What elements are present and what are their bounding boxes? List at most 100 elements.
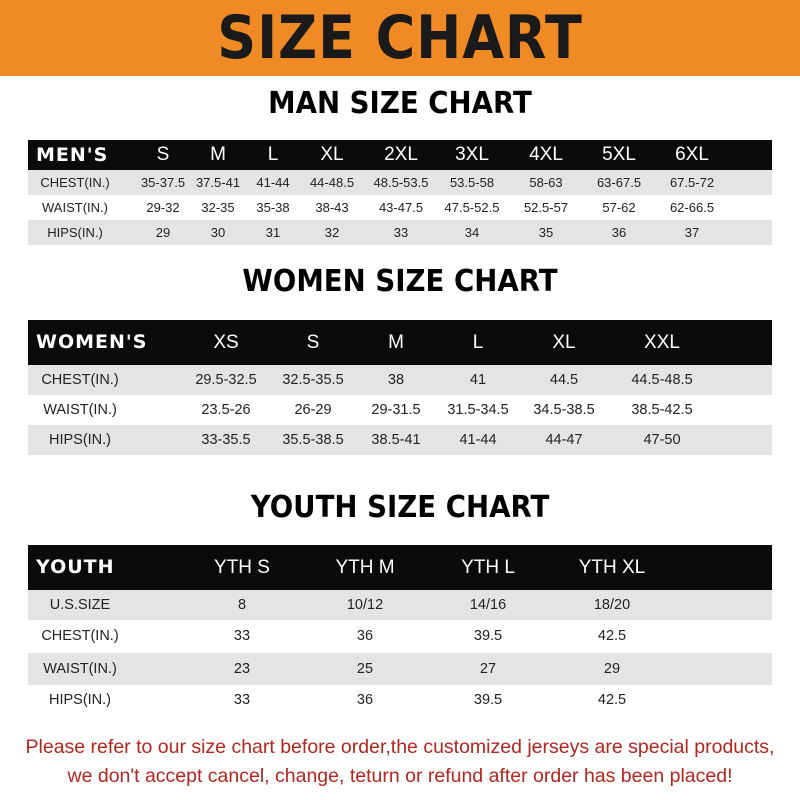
table-cell: 33-35.5 (201, 432, 251, 448)
row-label: HIPS(IN.) (48, 692, 112, 708)
table-cell: 41 (469, 372, 487, 388)
table-cell: 35-38 (256, 200, 290, 215)
youth-section-title: YOUTH SIZE CHART (250, 490, 550, 525)
row-label: HIPS(IN.) (48, 432, 112, 448)
table-cell: 44-47 (545, 432, 583, 448)
size-header-cell: 2XL (384, 144, 418, 165)
table-cell: 30 (210, 225, 226, 240)
table-cell: 25 (356, 661, 374, 677)
table-cell: 38-43 (315, 200, 349, 215)
row-label: WAIST(IN.) (43, 402, 117, 418)
table-cell: 39.5 (473, 628, 503, 644)
table-row: WAIST(IN.) 23.5-26 26-29 29-31.5 31.5-34.5 34… (28, 395, 772, 425)
table-cell: 36 (356, 628, 374, 644)
size-header-cell: XL (552, 332, 576, 353)
table-cell: 44.5 (549, 372, 579, 388)
size-header-cell: XXL (644, 332, 680, 353)
men-section-title: MAN SIZE CHART (268, 86, 532, 121)
table-cell: 57-62 (602, 200, 636, 215)
table-row: CHEST(IN.) 29.5-32.5 32.5-35.5 38 41 44.5 44.5… (28, 365, 772, 395)
size-header-cell: YTH S (214, 557, 270, 578)
table-cell: 67.5-72 (669, 175, 715, 190)
table-cell: 35-37.5 (140, 175, 186, 190)
table-cell: 29 (155, 225, 171, 240)
size-header-cell: M (388, 332, 404, 353)
table-cell: 52.5-57 (523, 200, 569, 215)
banner: SIZE CHART (0, 0, 800, 76)
table-title-cell: YOUTH (36, 556, 115, 578)
table-cell: 29-31.5 (371, 402, 421, 418)
table-cell: 63-67.5 (596, 175, 642, 190)
table-cell: 38 (387, 372, 405, 388)
table-row: HIPS(IN.) 33-35.5 35.5-38.5 38.5-41 41-44 44-… (28, 425, 772, 455)
size-header-cell: S (156, 144, 170, 165)
banner-title: SIZE CHART (217, 3, 583, 73)
row-label: WAIST(IN.) (43, 661, 117, 677)
women-size-table: WOMEN'S XS S M L XL XXL CHEST(IN.) 29.5-32.5 32.5… (28, 320, 772, 455)
table-cell: 37 (684, 225, 700, 240)
table-header-row: MEN'S S M L XL 2XL 3XL 4XL 5XL 6XL (28, 140, 772, 170)
table-row: HIPS(IN.) 29 30 31 32 33 34 35 36 37 (28, 220, 772, 245)
table-row: U.S.SIZE 8 10/12 14/16 18/20 (28, 590, 772, 620)
table-cell: 32.5-35.5 (282, 372, 344, 388)
table-cell: 8 (237, 597, 247, 613)
table-cell: 29 (603, 661, 621, 677)
table-cell: 42.5 (597, 628, 627, 644)
table-cell: 41-44 (459, 432, 497, 448)
size-header-cell: 4XL (529, 144, 563, 165)
table-cell: 53.5-58 (449, 175, 495, 190)
table-cell: 42.5 (597, 692, 627, 708)
table-cell: 38.5-42.5 (631, 402, 693, 418)
row-label: HIPS(IN.) (47, 225, 103, 240)
table-header-row: YOUTH YTH S YTH M YTH L YTH XL (28, 545, 772, 590)
table-cell: 47-50 (643, 432, 681, 448)
table-cell: 34 (464, 225, 480, 240)
table-cell: 44.5-48.5 (631, 372, 693, 388)
size-header-cell: YTH M (335, 557, 395, 578)
table-cell: 32 (324, 225, 340, 240)
table-row: CHEST(IN.) 33 36 39.5 42.5 (28, 620, 772, 653)
table-cell: 58-63 (529, 175, 563, 190)
men-size-table: MEN'S S M L XL 2XL 3XL 4XL 5XL 6XL CHEST(IN.) 35-37… (28, 140, 772, 245)
size-header-cell: L (472, 332, 484, 353)
table-cell: 36 (356, 692, 374, 708)
table-cell: 23 (233, 661, 251, 677)
table-cell: 44-48.5 (309, 175, 355, 190)
table-cell: 33 (393, 225, 409, 240)
table-cell: 29-32 (146, 200, 180, 215)
table-cell: 62-66.5 (669, 200, 715, 215)
table-cell: 35.5-38.5 (282, 432, 344, 448)
table-cell: 18/20 (593, 597, 631, 613)
size-header-cell: 3XL (455, 144, 489, 165)
table-cell: 14/16 (469, 597, 507, 613)
table-cell: 32-35 (201, 200, 235, 215)
size-header-cell: M (210, 144, 226, 165)
table-cell: 43-47.5 (378, 200, 424, 215)
table-cell: 38.5-41 (371, 432, 421, 448)
size-header-cell: XS (213, 332, 239, 353)
notice-line-2: we don't accept cancel, change, teturn o… (67, 765, 733, 787)
table-cell: 27 (479, 661, 497, 677)
table-cell: 31.5-34.5 (447, 402, 509, 418)
size-header-cell: XL (320, 144, 344, 165)
youth-size-table: YOUTH YTH S YTH M YTH L YTH XL U.S.SIZE 8 10/12… (28, 545, 772, 716)
table-cell: 33 (233, 628, 251, 644)
table-row: WAIST(IN.) 29-32 32-35 35-38 38-43 43-47.5 47.… (28, 195, 772, 220)
table-header-row: WOMEN'S XS S M L XL XXL (28, 320, 772, 365)
table-cell: 31 (265, 225, 281, 240)
table-row: HIPS(IN.) 33 36 39.5 42.5 (28, 685, 772, 716)
size-header-cell: S (306, 332, 320, 353)
table-row: WAIST(IN.) 23 25 27 29 (28, 653, 772, 685)
table-cell: 39.5 (473, 692, 503, 708)
row-label: U.S.SIZE (49, 597, 111, 613)
table-cell: 36 (611, 225, 627, 240)
table-row: CHEST(IN.) 35-37.5 37.5-41 41-44 44-48.5 48.5… (28, 170, 772, 195)
table-cell: 47.5-52.5 (444, 200, 500, 215)
notice-line-1: Please refer to our size chart before or… (25, 736, 775, 758)
table-title-cell: MEN'S (36, 144, 109, 166)
table-cell: 29.5-32.5 (195, 372, 257, 388)
size-header-cell: YTH L (461, 557, 515, 578)
table-cell: 37.5-41 (195, 175, 241, 190)
size-header-cell: YTH XL (578, 557, 646, 578)
